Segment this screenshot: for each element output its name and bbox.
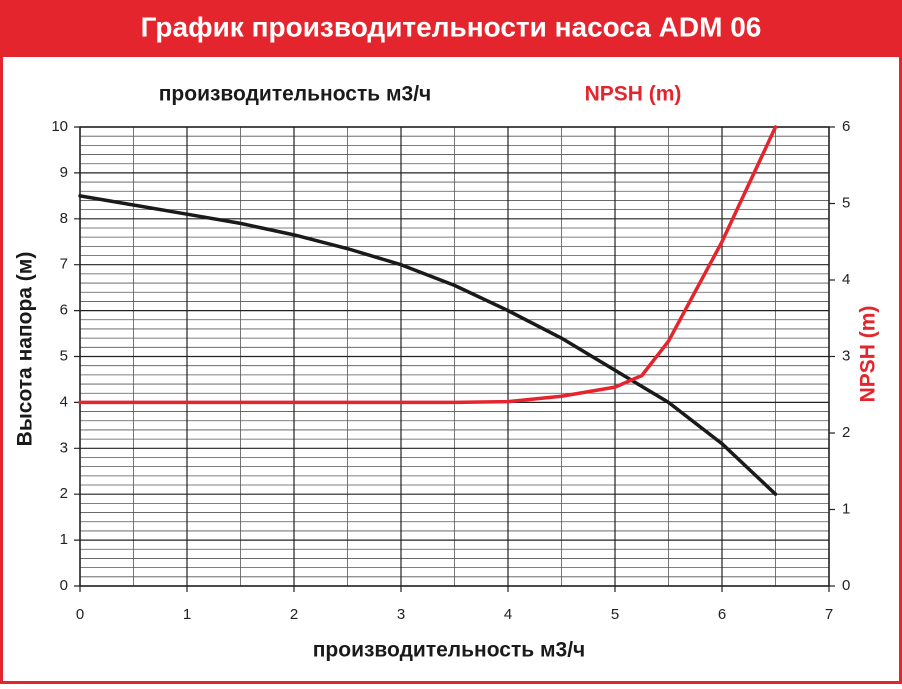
y-tick-label: 9 — [60, 164, 68, 181]
legend-label: производительность м3/ч — [159, 83, 432, 106]
y2-tick-label: 3 — [842, 347, 850, 364]
x-tick-label: 3 — [397, 606, 405, 623]
chart-title: График производительности насоса ADM 06 — [141, 11, 762, 42]
y-tick-label: 8 — [60, 210, 68, 227]
x-tick-label: 1 — [183, 606, 191, 623]
series-line — [78, 125, 778, 405]
x-tick-label: 2 — [290, 606, 298, 623]
x-tick-label: 4 — [504, 606, 512, 623]
y2-tick-label: 1 — [842, 500, 850, 517]
y2-axis-label: NPSH (m) — [857, 306, 880, 403]
y-tick-label: 1 — [60, 531, 68, 548]
x-tick-label: 5 — [611, 606, 619, 623]
x-axis-label: производительность м3/ч — [313, 639, 586, 662]
x-tick-label: 6 — [718, 606, 726, 623]
title-bar — [0, 0, 902, 57]
y-tick-label: 3 — [60, 439, 68, 456]
y2-tick-label: 4 — [842, 271, 850, 288]
y2-tick-label: 6 — [842, 118, 850, 135]
y2-tick-label: 5 — [842, 194, 850, 211]
y-tick-label: 5 — [60, 347, 68, 364]
legend-label: NPSH (m) — [585, 83, 682, 106]
y-tick-label: 0 — [60, 577, 68, 594]
y-tick-label: 6 — [60, 302, 68, 319]
plot-border — [79, 126, 830, 587]
y-tick-label: 10 — [51, 118, 68, 135]
x-tick-label: 0 — [76, 606, 84, 623]
y-axis-label: Высота напора (м) — [14, 252, 37, 447]
y2-tick-label: 0 — [842, 577, 850, 594]
y2-tick-label: 2 — [842, 424, 850, 441]
x-tick-label: 7 — [825, 606, 833, 623]
y-tick-label: 7 — [60, 256, 68, 273]
series-line — [78, 194, 778, 496]
y-tick-label: 4 — [60, 393, 68, 410]
y-tick-label: 2 — [60, 485, 68, 502]
